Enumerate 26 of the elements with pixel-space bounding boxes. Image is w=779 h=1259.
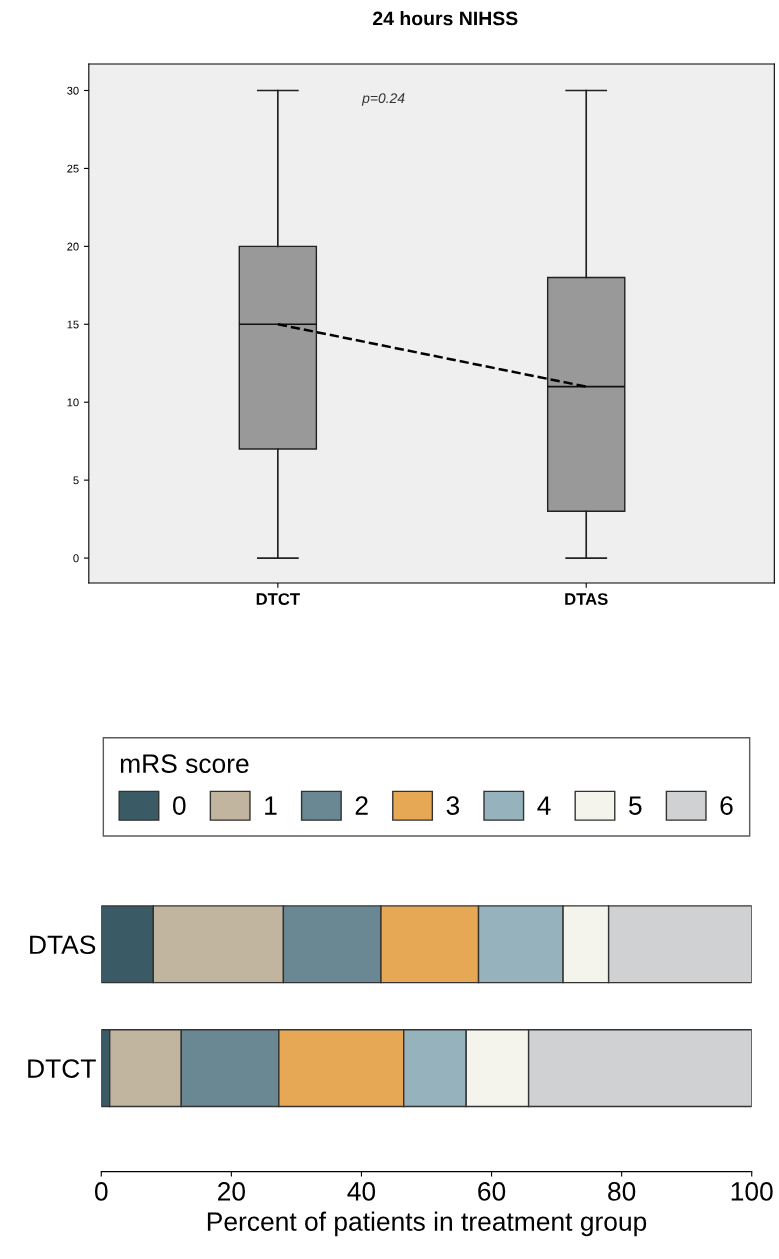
legend-label: 5 <box>629 796 642 815</box>
legend-title: mRS score <box>120 754 249 773</box>
y-tick-label: 25 <box>67 164 79 173</box>
y-tick-label: 30 <box>67 86 79 95</box>
x-axis-title: Percent of patients in treatment group <box>207 1211 647 1237</box>
y-tick-label: DTAS <box>30 935 96 955</box>
y-tick-label: DTCT <box>28 1059 96 1078</box>
legend-label: 4 <box>537 796 551 815</box>
legend-label: 0 <box>172 796 186 815</box>
legend-label: 6 <box>720 796 733 815</box>
legend-label: 3 <box>446 796 460 815</box>
x-tick-label: 80 <box>608 1182 636 1201</box>
annotation: p=0.24 <box>361 93 405 106</box>
x-tick-label: 0 <box>94 1182 108 1201</box>
legend-label: 1 <box>265 796 277 815</box>
y-tick-label: 0 <box>73 554 79 563</box>
y-tick-label: 5 <box>73 476 79 485</box>
legend-label: 2 <box>355 796 368 815</box>
x-tick-label: 20 <box>218 1182 246 1201</box>
y-tick-label: 10 <box>67 398 79 407</box>
x-tick-label: 100 <box>731 1182 773 1201</box>
y-tick-label: 15 <box>67 320 79 329</box>
x-tick-label: 40 <box>347 1182 376 1201</box>
chart-title: 24 hours NIHSS <box>373 11 518 26</box>
x-tick-label: 60 <box>478 1182 506 1201</box>
y-tick-label: 20 <box>67 242 79 251</box>
